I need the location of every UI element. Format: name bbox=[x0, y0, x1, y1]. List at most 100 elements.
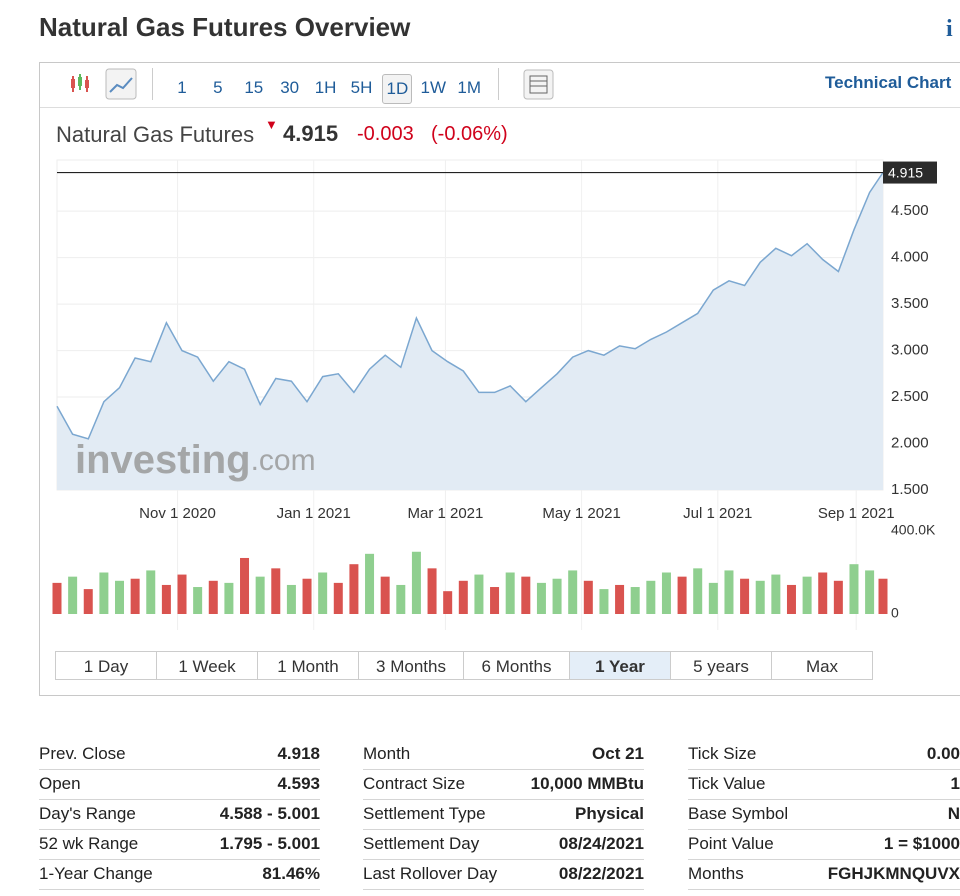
stat-row: 1-Year Change 81.46% bbox=[39, 859, 320, 890]
y-tick-label: 2.000 bbox=[891, 434, 929, 451]
range-button[interactable]: 1 Year bbox=[569, 651, 671, 680]
stat-row: Tick Value 1 bbox=[688, 769, 960, 800]
volume-bar bbox=[411, 551, 421, 614]
stat-label: Prev. Close bbox=[39, 744, 126, 763]
range-button[interactable]: 3 Months bbox=[358, 651, 464, 680]
volume-bar bbox=[458, 580, 468, 614]
stat-row: Prev. Close 4.918 bbox=[39, 739, 320, 770]
volume-bar bbox=[568, 570, 578, 614]
stat-row: Last Rollover Day 08/22/2021 bbox=[363, 859, 644, 890]
range-button[interactable]: 5 years bbox=[670, 651, 772, 680]
interval-button[interactable]: 15 bbox=[244, 78, 264, 97]
volume-bar bbox=[271, 568, 281, 614]
stat-row: Base Symbol N bbox=[688, 799, 960, 830]
volume-bar bbox=[833, 580, 843, 614]
volume-bar bbox=[771, 574, 781, 614]
volume-bar bbox=[146, 570, 156, 614]
quote-name: Natural Gas Futures bbox=[56, 122, 255, 147]
price-label: 4.915 bbox=[888, 164, 923, 180]
stat-value: 0.00 bbox=[926, 744, 960, 763]
stat-label: Open bbox=[39, 774, 81, 793]
volume-bar bbox=[536, 582, 546, 614]
volume-bar bbox=[83, 589, 93, 614]
y-tick-label: 3.000 bbox=[891, 342, 929, 359]
volume-bar bbox=[333, 582, 343, 614]
y-tick-label: 4.000 bbox=[891, 249, 929, 266]
volume-bar bbox=[677, 576, 687, 614]
volume-bar bbox=[849, 564, 859, 614]
y-tick-label: 1.500 bbox=[891, 481, 929, 498]
volume-tick-label: 0 bbox=[891, 605, 899, 621]
stat-row: Month Oct 21 bbox=[363, 739, 644, 770]
range-button[interactable]: 1 Week bbox=[156, 651, 258, 680]
volume-bar bbox=[115, 580, 125, 614]
interval-button[interactable]: 1 bbox=[177, 78, 187, 97]
stat-label: Month bbox=[363, 744, 411, 763]
volume-bar bbox=[349, 564, 359, 614]
volume-bar bbox=[505, 572, 515, 614]
volume-bar bbox=[177, 574, 187, 614]
volume-bar bbox=[599, 589, 609, 614]
stat-label: Base Symbol bbox=[688, 804, 789, 823]
volume-bar bbox=[661, 572, 671, 614]
volume-bar bbox=[615, 584, 625, 614]
volume-bar bbox=[427, 568, 437, 614]
volume-bar bbox=[583, 580, 593, 614]
volume-bar bbox=[708, 582, 718, 614]
interval-button[interactable]: 5H bbox=[350, 78, 373, 97]
volume-bar bbox=[878, 578, 888, 614]
toolbar bbox=[39, 62, 960, 108]
stat-value: 10,000 MMBtu bbox=[530, 774, 644, 793]
volume-bar bbox=[318, 572, 328, 614]
volume-bar bbox=[99, 572, 109, 614]
range-button[interactable]: Max bbox=[771, 651, 873, 680]
info-icon[interactable]: i bbox=[946, 16, 953, 42]
volume-bar bbox=[802, 576, 812, 614]
interval-button[interactable]: 30 bbox=[280, 78, 300, 97]
stat-value: 1 bbox=[950, 774, 960, 793]
volume-bar bbox=[474, 574, 484, 614]
stat-value: 81.46% bbox=[262, 864, 320, 883]
interval-button[interactable]: 1M bbox=[457, 78, 481, 97]
stat-row: Tick Size 0.00 bbox=[688, 739, 960, 770]
y-tick-label: 4.500 bbox=[891, 202, 929, 219]
area-fill bbox=[57, 172, 883, 490]
stat-value: 08/24/2021 bbox=[558, 834, 644, 853]
range-button[interactable]: 1 Day bbox=[55, 651, 157, 680]
quote-change: -0.003 bbox=[357, 123, 414, 145]
y-tick-label: 3.500 bbox=[891, 295, 929, 312]
x-tick-label: Nov 1 2020 bbox=[139, 505, 216, 522]
volume-bar bbox=[130, 578, 140, 614]
quote-price: 4.915 bbox=[283, 121, 339, 146]
stat-value: 4.588 - 5.001 bbox=[219, 804, 320, 823]
volume-bar bbox=[646, 580, 656, 614]
stat-row: Day's Range 4.588 - 5.001 bbox=[39, 799, 320, 830]
interval-button[interactable]: 5 bbox=[213, 78, 223, 97]
range-button[interactable]: 1 Month bbox=[257, 651, 359, 680]
volume-bar bbox=[380, 576, 390, 614]
chart: 4.500 4.000 3.500 3.000 2.500 2.000 1.500 Nov 1… bbox=[52, 159, 937, 630]
stat-row: Months FGHJKMNQUVX bbox=[688, 859, 960, 890]
technical-chart-link[interactable]: Technical Chart bbox=[825, 73, 952, 92]
volume-bar bbox=[255, 576, 265, 614]
volume-bar bbox=[302, 578, 312, 614]
volume-bar bbox=[193, 587, 203, 614]
stat-row: 52 wk Range 1.795 - 5.001 bbox=[39, 829, 320, 860]
range-button[interactable]: 6 Months bbox=[463, 651, 570, 680]
stat-value: 4.593 bbox=[277, 774, 320, 793]
stat-row: Open 4.593 bbox=[39, 769, 320, 800]
interval-button[interactable]: 1W bbox=[420, 78, 447, 97]
volume-bar bbox=[865, 570, 875, 614]
volume-bar bbox=[365, 553, 375, 614]
interval-button[interactable]: 1D bbox=[382, 74, 413, 104]
interval-button[interactable]: 1H bbox=[314, 78, 337, 97]
stat-label: Settlement Type bbox=[363, 804, 486, 823]
page-title: Natural Gas Futures Overview bbox=[39, 12, 411, 42]
price-label-bg bbox=[883, 161, 937, 184]
volume-bar bbox=[490, 587, 500, 614]
down-arrow: ▼ bbox=[265, 117, 278, 132]
stat-value: N bbox=[947, 804, 960, 823]
stat-row: Point Value 1 = $1000 bbox=[688, 829, 960, 860]
separator bbox=[152, 68, 153, 100]
x-tick-label: Jan 1 2021 bbox=[277, 505, 351, 522]
